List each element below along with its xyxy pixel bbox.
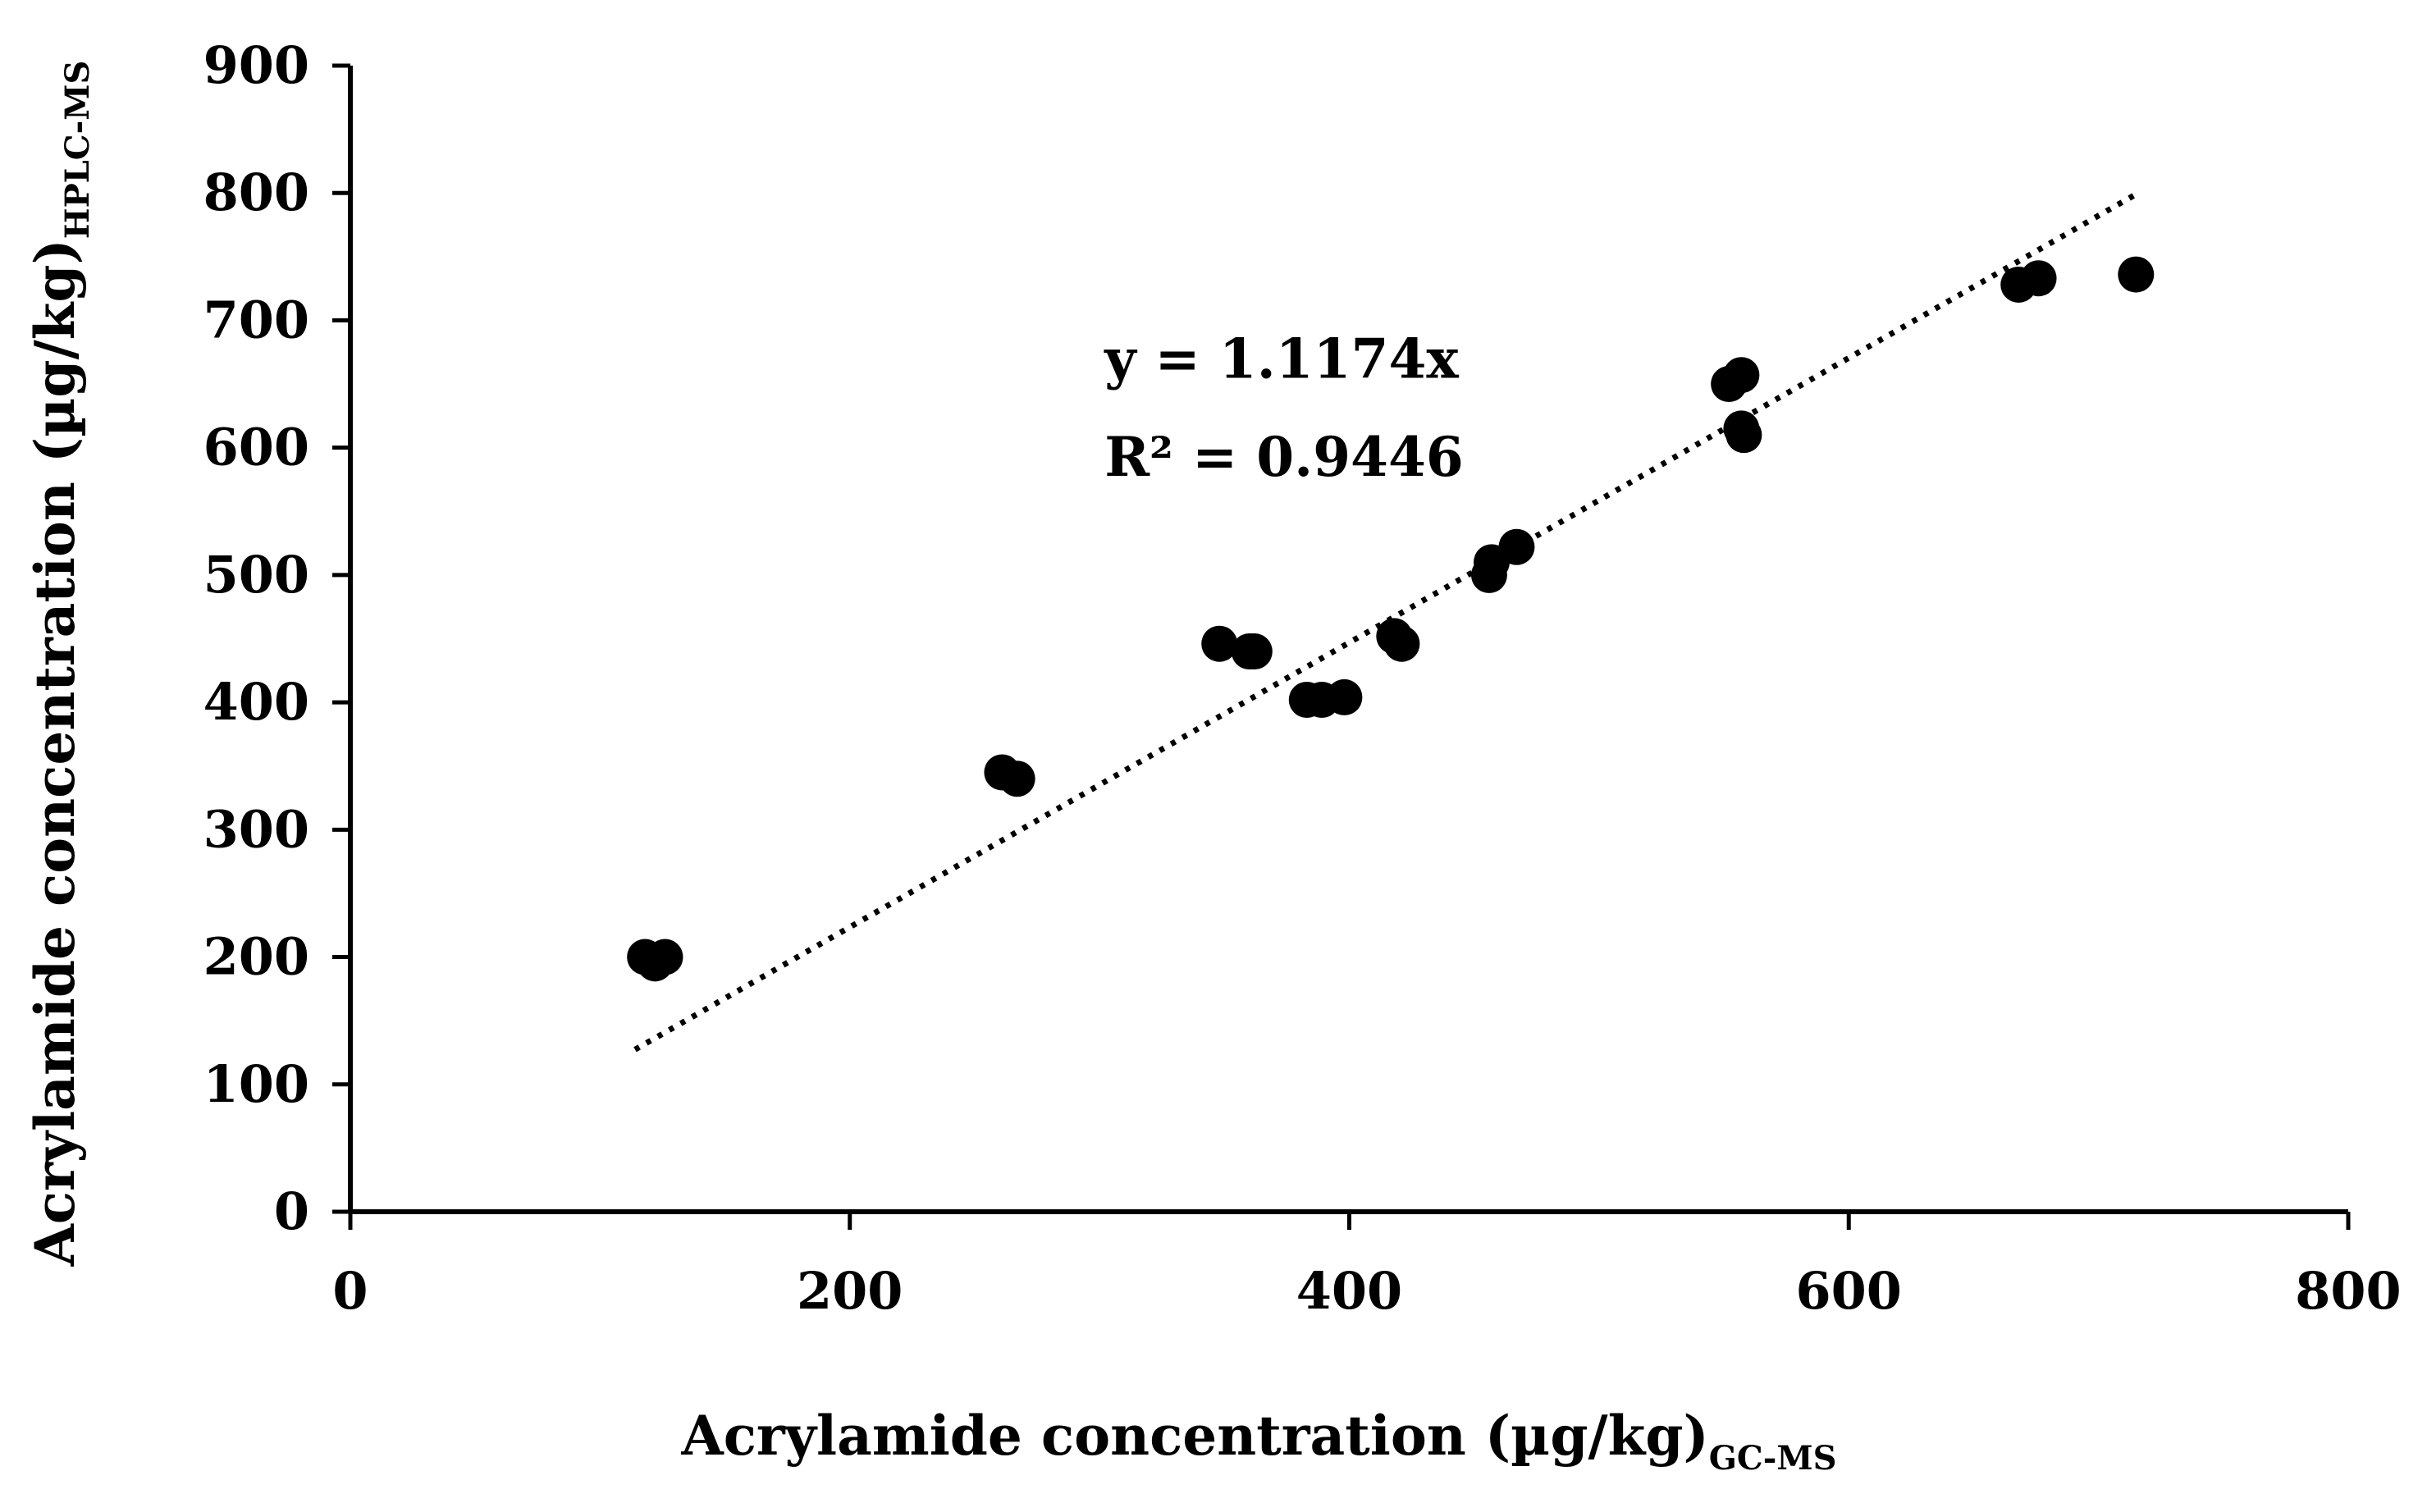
trendline-equation: y = 1.1174x	[1104, 327, 1459, 391]
x-tick-label: 600	[1796, 1261, 1902, 1321]
x-tick-label: 200	[797, 1261, 903, 1321]
ticks-group: 0 100 200 300 400 500 600 700 800 900 0 200 400 600 80…	[203, 35, 2402, 1321]
r-squared-label: R² = 0.9446	[1104, 425, 1464, 489]
data-point	[999, 761, 1035, 797]
y-tick-label: 800	[203, 162, 309, 222]
data-point	[1383, 625, 1420, 662]
y-tick-label: 200	[203, 927, 309, 987]
data-point	[2020, 260, 2057, 297]
y-tick-label: 500	[203, 545, 309, 605]
y-axis-title-subscript: HPLC-MS	[58, 61, 97, 240]
y-tick-label: 0	[274, 1181, 309, 1241]
x-axis-title-main: Acrylamide concentration (µg/kg)	[681, 1404, 1709, 1468]
y-axis-title: Acrylamide concentration (µg/kg)HPLC-MS	[23, 61, 97, 1268]
y-tick-label: 400	[203, 672, 309, 732]
data-point	[1201, 625, 1238, 662]
y-tick-label: 700	[203, 290, 309, 349]
data-point	[1725, 417, 1762, 454]
data-point	[1498, 528, 1535, 565]
y-tick-label: 100	[203, 1054, 309, 1114]
data-point	[647, 939, 683, 975]
y-axis-title-main: Acrylamide concentration (µg/kg)	[23, 239, 87, 1267]
y-tick-label: 600	[203, 418, 309, 477]
data-point	[1723, 357, 1760, 394]
x-tick-label: 0	[332, 1261, 368, 1321]
y-tick-label: 300	[203, 799, 309, 859]
x-axis-title: Acrylamide concentration (µg/kg)GC-MS	[681, 1404, 1837, 1478]
points-group	[627, 256, 2155, 982]
x-tick-label: 800	[2295, 1261, 2401, 1321]
y-tick-label: 900	[203, 35, 309, 95]
x-tick-label: 400	[1296, 1261, 1402, 1321]
data-point	[1236, 633, 1273, 670]
data-point	[1326, 678, 1363, 715]
data-point	[2118, 256, 2155, 293]
x-axis-title-subscript: GC-MS	[1709, 1439, 1837, 1478]
